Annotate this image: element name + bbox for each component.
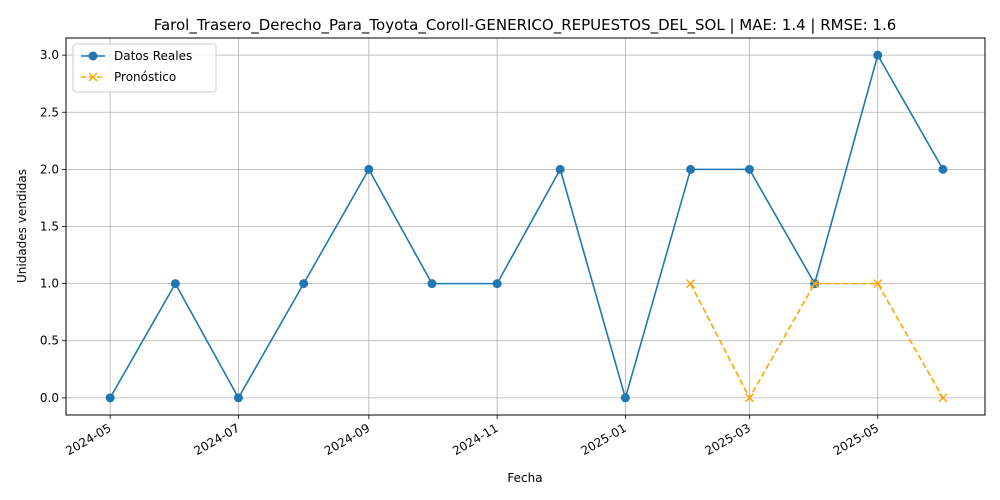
y-tick-label: 2.0: [40, 162, 59, 176]
data-point: [492, 279, 502, 289]
y-tick-label: 1.5: [40, 220, 59, 234]
y-tick-label: 0.5: [40, 334, 59, 348]
data-point: [233, 393, 243, 403]
data-point: [873, 50, 883, 60]
data-point: [299, 279, 309, 289]
y-tick-label: 2.5: [40, 105, 59, 119]
x-tick-label: 2024-05: [63, 421, 113, 458]
series-line-1: [689, 282, 944, 400]
series-layer: [105, 50, 948, 403]
y-tick-label: 1.0: [40, 277, 59, 291]
x-tick-label: 2025-05: [831, 421, 881, 458]
x-tick-label: 2024-07: [192, 421, 242, 458]
x-tick-label: 2025-03: [703, 421, 753, 458]
data-point: [686, 164, 696, 174]
data-point: [105, 393, 115, 403]
legend-marker-pronostico: [88, 72, 98, 82]
x-tick-label: 2024-11: [450, 421, 500, 458]
grid: [66, 38, 985, 415]
legend: Datos Reales Pronóstico: [72, 43, 217, 93]
data-point: [364, 164, 374, 174]
legend-box: [72, 43, 217, 93]
y-tick-label: 3.0: [40, 48, 59, 62]
chart-title: Farol_Trasero_Derecho_Para_Toyota_Coroll…: [154, 16, 897, 35]
x-tick-label: 2024-09: [322, 421, 372, 458]
y-axis-label: Unidades vendidas: [15, 169, 29, 283]
series-line-0: [109, 53, 944, 401]
x-axis-label: Fecha: [507, 471, 542, 485]
data-point: [938, 164, 948, 174]
legend-label-datos-reales: Datos Reales: [114, 49, 192, 63]
axis-ticks: 0.0 0.5 1.0 1.5 2.0 2.5 3.0 2024-05 2024-07 2024-…: [40, 48, 881, 458]
data-point: [555, 164, 565, 174]
data-point: [620, 393, 630, 403]
forecast-point: [686, 279, 696, 289]
legend-label-pronostico: Pronóstico: [114, 70, 176, 84]
forecast-point: [744, 393, 754, 403]
forecast-point: [873, 279, 883, 289]
forecast-point: [810, 279, 820, 289]
forecast-point: [938, 393, 948, 403]
data-point: [427, 279, 437, 289]
legend-marker-datos-reales: [88, 51, 98, 61]
x-tick-label: 2025-01: [578, 421, 628, 458]
y-tick-label: 0.0: [40, 391, 59, 405]
data-point: [170, 279, 180, 289]
data-point: [744, 164, 754, 174]
